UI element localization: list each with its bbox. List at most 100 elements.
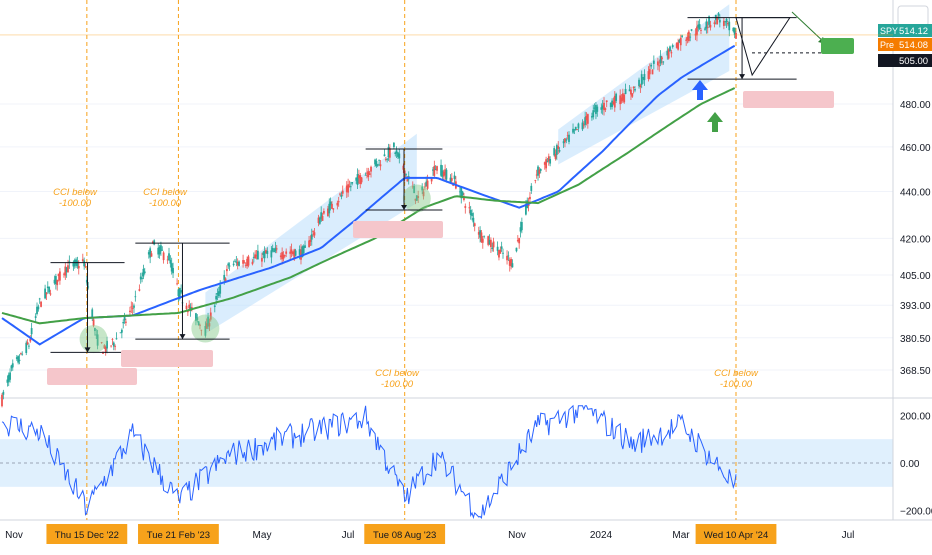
candle-body bbox=[525, 205, 527, 215]
candle-body bbox=[615, 93, 618, 101]
candle-body bbox=[111, 338, 114, 340]
ma100-arrow-icon bbox=[707, 112, 723, 132]
candle-body bbox=[499, 249, 502, 254]
time-marker-badge bbox=[695, 524, 777, 544]
candle-body bbox=[285, 251, 288, 254]
candle-body bbox=[64, 266, 67, 276]
candle-body bbox=[331, 203, 333, 209]
candle-body bbox=[628, 89, 631, 92]
candle-body bbox=[619, 95, 622, 105]
candle-body bbox=[304, 245, 306, 248]
candle-body bbox=[613, 95, 616, 108]
candle-body bbox=[709, 24, 712, 28]
cci-signal-label: CCI below bbox=[143, 187, 188, 198]
candle-body bbox=[477, 232, 480, 235]
candle-body bbox=[722, 20, 725, 26]
candle-body bbox=[376, 164, 379, 166]
price-badge-tag: SPY bbox=[880, 26, 898, 36]
candle-body bbox=[143, 271, 146, 274]
candle-body bbox=[689, 36, 692, 38]
candle-body bbox=[94, 328, 96, 332]
candle-body bbox=[671, 45, 674, 48]
price-tick-label: 480.00 bbox=[900, 100, 931, 111]
price-tick-label: 460.00 bbox=[900, 143, 931, 154]
candle-body bbox=[444, 169, 446, 176]
candle-body bbox=[208, 323, 211, 327]
candle-body bbox=[223, 274, 226, 280]
candle-body bbox=[581, 122, 584, 130]
candle-body bbox=[460, 187, 463, 199]
candle-body bbox=[661, 57, 663, 60]
candle-body bbox=[717, 13, 720, 16]
currency-button[interactable] bbox=[897, 5, 929, 27]
candle-body bbox=[596, 106, 599, 112]
price-badge bbox=[878, 24, 932, 37]
candle-body bbox=[224, 278, 227, 283]
candle-body bbox=[508, 259, 511, 266]
candle-body bbox=[85, 279, 88, 283]
candle-body bbox=[642, 77, 644, 79]
candle-body bbox=[7, 374, 10, 382]
candle-body bbox=[379, 164, 382, 167]
target-arrow bbox=[791, 11, 827, 45]
candle-body bbox=[585, 115, 588, 121]
candle-body bbox=[686, 36, 689, 40]
candle-body bbox=[332, 208, 335, 210]
candle-body bbox=[133, 305, 135, 308]
candle-body bbox=[279, 255, 282, 258]
candle-body bbox=[595, 104, 597, 114]
candle-body bbox=[168, 253, 170, 261]
candle-body bbox=[718, 19, 721, 23]
candle-body bbox=[252, 256, 255, 258]
candle-body bbox=[489, 239, 492, 247]
candle-body bbox=[545, 159, 548, 169]
candle-body bbox=[453, 175, 456, 180]
candle-body bbox=[564, 138, 566, 143]
candle-body bbox=[630, 89, 632, 95]
candle-body bbox=[83, 260, 86, 267]
candle-body bbox=[609, 102, 612, 108]
candle-body bbox=[150, 253, 153, 257]
candle-body bbox=[529, 196, 531, 200]
cci-signal-label: -100.00 bbox=[149, 198, 182, 209]
candle-body bbox=[227, 263, 230, 266]
bounce-zone bbox=[191, 314, 220, 343]
price-tick-label: 420.00 bbox=[900, 234, 931, 245]
projection-triangle bbox=[735, 17, 791, 77]
candle-body bbox=[592, 110, 595, 118]
candle-body bbox=[273, 251, 275, 253]
candle-body bbox=[554, 153, 557, 159]
candle-body bbox=[530, 185, 533, 191]
candle-body bbox=[199, 324, 201, 326]
candle-body bbox=[134, 296, 137, 298]
candle-body bbox=[275, 248, 278, 250]
candle-body bbox=[546, 161, 549, 163]
candle-body bbox=[662, 61, 665, 63]
candle-body bbox=[543, 162, 546, 165]
bounce-zone bbox=[402, 184, 431, 213]
candle-body bbox=[238, 261, 240, 266]
time-tick-label: Nov bbox=[5, 530, 23, 541]
candle-body bbox=[623, 94, 626, 103]
candle-body bbox=[586, 114, 589, 124]
candle-body bbox=[652, 60, 655, 64]
candle-body bbox=[432, 169, 434, 171]
time-marker-label: Thu 15 Dec '22 bbox=[55, 530, 119, 541]
candle-body bbox=[149, 248, 152, 258]
candle-body bbox=[440, 164, 442, 176]
candle-body bbox=[11, 363, 14, 368]
cci-signal-label: CCI below bbox=[714, 368, 759, 379]
candle-body bbox=[246, 258, 249, 267]
candle-body bbox=[568, 134, 570, 142]
candle-body bbox=[562, 141, 565, 144]
candle-body bbox=[157, 247, 160, 255]
candle-body bbox=[87, 286, 90, 288]
candle-body bbox=[368, 173, 371, 175]
price-badge-value: 514.08 bbox=[899, 40, 928, 51]
candle-body bbox=[405, 174, 407, 176]
candle-body bbox=[256, 250, 259, 260]
candle-body bbox=[547, 156, 550, 162]
candle-body bbox=[678, 39, 681, 43]
candle-body bbox=[388, 148, 391, 158]
candle-body bbox=[271, 247, 274, 252]
